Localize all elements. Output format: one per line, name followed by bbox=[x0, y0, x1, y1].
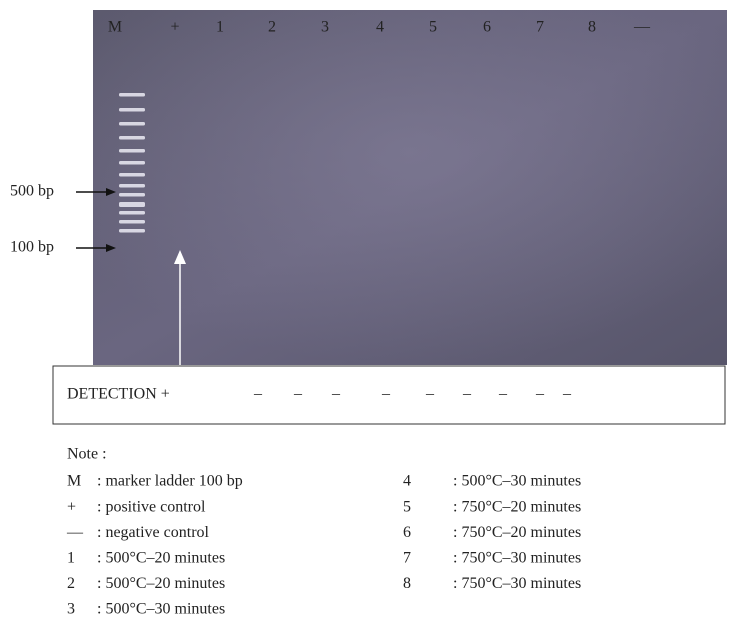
ladder bbox=[119, 93, 145, 233]
note-text: : 500°C–20 minutes bbox=[97, 575, 225, 592]
note-text: : 750°C–30 minutes bbox=[453, 575, 581, 592]
lane-label: 6 bbox=[483, 19, 491, 36]
note-key: 6 bbox=[403, 524, 411, 541]
detection-mark: – bbox=[253, 386, 263, 403]
arrowhead bbox=[174, 250, 186, 264]
marker-label: 100 bp bbox=[10, 239, 54, 256]
detection-mark: – bbox=[331, 386, 341, 403]
lane-label: + bbox=[170, 19, 179, 36]
note-key: M bbox=[67, 473, 81, 490]
note-key: 1 bbox=[67, 549, 75, 566]
detection-mark: – bbox=[498, 386, 508, 403]
gel-glow bbox=[93, 10, 727, 365]
note-key: + bbox=[67, 498, 76, 515]
ladder-band bbox=[119, 202, 145, 207]
note-key: 7 bbox=[403, 549, 411, 566]
detection-mark: – bbox=[381, 386, 391, 403]
note-text: : 750°C–20 minutes bbox=[453, 498, 581, 515]
ladder-band bbox=[119, 93, 145, 97]
marker-label: 500 bp bbox=[10, 183, 54, 200]
lane-label: 7 bbox=[536, 19, 544, 36]
lane-label: 3 bbox=[321, 19, 329, 36]
lane-labels: M +1 2 3 4 5 6 7 8 — bbox=[108, 19, 651, 36]
detection-mark: – bbox=[535, 386, 545, 403]
lane-label: 8 bbox=[588, 19, 596, 36]
arrowhead bbox=[106, 244, 116, 252]
detection-mark: – bbox=[562, 386, 572, 403]
note-key: 2 bbox=[67, 575, 75, 592]
detection-mark: – bbox=[425, 386, 435, 403]
ladder-band bbox=[119, 211, 145, 215]
note-title: Note : bbox=[67, 446, 107, 463]
ladder-band bbox=[119, 193, 145, 197]
lane-label: 5 bbox=[429, 19, 437, 36]
detection-marks: – – – – – – – – – bbox=[253, 386, 572, 403]
note-key: 3 bbox=[67, 601, 75, 618]
ladder-band bbox=[119, 122, 145, 126]
ladder-band bbox=[119, 229, 145, 233]
arrowhead bbox=[106, 188, 116, 196]
note-key: 4 bbox=[403, 473, 411, 490]
detection-mark: – bbox=[293, 386, 303, 403]
note-key: 8 bbox=[403, 575, 411, 592]
note-text: : positive control bbox=[97, 498, 206, 515]
note-key: 5 bbox=[403, 498, 411, 515]
lane-label: — bbox=[633, 19, 651, 36]
lane-label: 1 bbox=[216, 19, 224, 36]
note-text: : negative control bbox=[97, 524, 210, 541]
ladder-band bbox=[119, 149, 145, 153]
lane-label: 4 bbox=[376, 19, 384, 36]
ladder-band bbox=[119, 184, 145, 188]
note-text: : 750°C–20 minutes bbox=[453, 524, 581, 541]
note-key: — bbox=[66, 524, 84, 541]
ladder-band bbox=[119, 108, 145, 112]
detection-mark: – bbox=[462, 386, 472, 403]
lane-label: M bbox=[108, 19, 122, 36]
ladder-band bbox=[119, 161, 145, 165]
note-text: : 500°C–30 minutes bbox=[97, 601, 225, 618]
ladder-band bbox=[119, 136, 145, 140]
note-text: : 750°C–30 minutes bbox=[453, 549, 581, 566]
detection-label: DETECTION + bbox=[67, 386, 170, 403]
note-text: : marker ladder 100 bp bbox=[97, 473, 243, 490]
ladder-band bbox=[119, 220, 145, 224]
lane-label: 2 bbox=[268, 19, 276, 36]
note-text: : 500°C–30 minutes bbox=[453, 473, 581, 490]
note-text: : 500°C–20 minutes bbox=[97, 549, 225, 566]
detection-box bbox=[52, 365, 726, 425]
ladder-band bbox=[119, 173, 145, 177]
note-list: M : marker ladder 100 bp + : positive contr… bbox=[66, 473, 581, 618]
